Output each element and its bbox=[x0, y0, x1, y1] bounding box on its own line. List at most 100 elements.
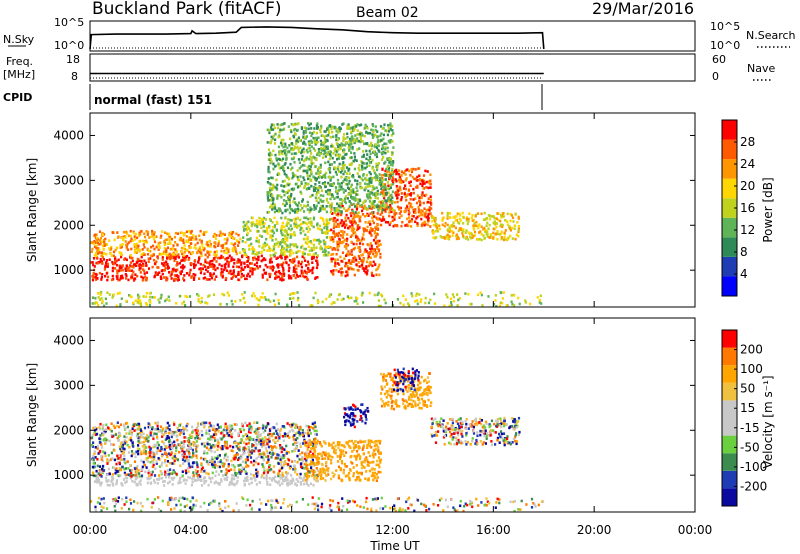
heatmap-cell bbox=[286, 191, 289, 195]
heatmap-cell bbox=[272, 123, 275, 127]
heatmap-cell bbox=[195, 247, 198, 250]
heatmap-cell bbox=[255, 264, 259, 268]
heatmap-cell bbox=[201, 232, 204, 236]
heatmap-cell bbox=[412, 208, 415, 212]
heatmap-cell bbox=[107, 479, 110, 482]
heatmap-cell bbox=[115, 482, 118, 486]
heatmap-cell bbox=[155, 450, 158, 454]
heatmap-cell bbox=[122, 238, 125, 242]
heatmap-cell bbox=[389, 128, 392, 131]
heatmap-cell bbox=[108, 258, 111, 261]
heatmap-cell bbox=[279, 463, 283, 467]
heatmap-cell bbox=[339, 127, 342, 130]
heatmap-cell bbox=[384, 146, 387, 149]
heatmap-cell bbox=[110, 429, 113, 433]
heatmap-cell bbox=[295, 484, 299, 487]
heatmap-cell bbox=[315, 179, 318, 182]
heatmap-cell bbox=[134, 232, 138, 236]
heatmap-cell bbox=[122, 478, 126, 481]
heatmap-cell bbox=[372, 213, 375, 216]
heatmap-cell bbox=[377, 265, 380, 269]
heatmap-cell bbox=[165, 298, 168, 301]
heatmap-cell bbox=[381, 168, 384, 171]
heatmap-cell bbox=[173, 471, 176, 474]
heatmap-cell bbox=[342, 139, 345, 143]
heatmap-cell bbox=[322, 194, 325, 198]
heatmap-cell bbox=[334, 220, 337, 223]
heatmap-cell bbox=[518, 302, 521, 306]
heatmap-cell bbox=[336, 195, 339, 199]
heatmap-cell bbox=[284, 476, 287, 479]
heatmap-cell bbox=[179, 231, 182, 235]
heatmap-cell bbox=[296, 169, 299, 172]
heatmap-cell bbox=[335, 133, 338, 137]
heatmap-cell bbox=[347, 192, 350, 196]
heatmap-cell bbox=[207, 463, 210, 466]
heatmap-cell bbox=[278, 153, 281, 156]
heatmap-cell bbox=[272, 225, 275, 229]
heatmap-cell bbox=[279, 458, 282, 461]
heatmap-cell bbox=[213, 445, 216, 449]
heatmap-cell bbox=[350, 126, 353, 130]
heatmap-cell bbox=[293, 231, 296, 234]
heatmap-cell bbox=[312, 255, 316, 259]
heatmap-cell bbox=[500, 236, 503, 239]
heatmap-cell bbox=[471, 214, 474, 217]
heatmap-cell bbox=[312, 225, 315, 229]
heatmap-cell bbox=[327, 253, 330, 257]
heatmap-cell bbox=[329, 293, 332, 297]
heatmap-cell bbox=[286, 478, 289, 482]
heatmap-cell bbox=[134, 428, 137, 432]
heatmap-cell bbox=[441, 219, 444, 222]
heatmap-cell bbox=[247, 257, 250, 261]
heatmap-cell bbox=[321, 217, 324, 220]
heatmap-cell bbox=[305, 222, 308, 226]
heatmap-cell bbox=[374, 153, 377, 157]
heatmap-cell bbox=[140, 264, 143, 267]
heatmap-cell bbox=[178, 450, 181, 454]
heatmap-cell bbox=[105, 272, 108, 275]
heatmap-cell bbox=[269, 157, 272, 161]
heatmap-cell bbox=[465, 235, 468, 239]
heatmap-cell bbox=[409, 194, 412, 197]
heatmap-cell bbox=[465, 229, 468, 232]
heatmap-cell bbox=[215, 470, 218, 473]
heatmap-cell bbox=[91, 445, 94, 448]
heatmap-cell bbox=[200, 300, 203, 304]
heatmap-cell bbox=[385, 193, 388, 196]
heatmap-cell bbox=[443, 224, 446, 228]
heatmap-cell bbox=[282, 166, 285, 170]
heatmap-cell bbox=[405, 177, 408, 180]
heatmap-cell bbox=[366, 131, 370, 135]
heatmap-cell bbox=[215, 250, 218, 253]
heatmap-cell bbox=[223, 462, 226, 466]
heatmap-cell bbox=[244, 479, 248, 482]
heatmap-cell bbox=[341, 234, 344, 238]
heatmap-cell bbox=[502, 291, 505, 294]
heatmap-cell bbox=[329, 205, 332, 209]
heatmap-cell bbox=[302, 253, 305, 256]
heatmap-cell bbox=[187, 240, 190, 244]
heatmap-cell bbox=[346, 132, 349, 136]
heatmap-cell bbox=[505, 304, 508, 307]
heatmap-cell bbox=[464, 292, 467, 295]
heatmap-cell bbox=[294, 432, 297, 435]
heatmap-cell bbox=[372, 193, 375, 196]
colorbar-swatch bbox=[722, 276, 737, 296]
heatmap-cell bbox=[201, 243, 204, 246]
heatmap-cell bbox=[269, 236, 272, 239]
heatmap-cell bbox=[315, 131, 318, 135]
nave-tick-bottom: 0 bbox=[712, 70, 719, 83]
heatmap-cell bbox=[204, 457, 207, 461]
heatmap-cell bbox=[335, 233, 338, 237]
heatmap-cell bbox=[108, 239, 111, 242]
heatmap-cell bbox=[173, 476, 176, 480]
heatmap-cell bbox=[341, 123, 344, 126]
heatmap-cell bbox=[325, 153, 328, 156]
heatmap-cell bbox=[115, 467, 118, 470]
heatmap-cell bbox=[240, 272, 243, 276]
heatmap-cell bbox=[213, 253, 216, 257]
heatmap-cell bbox=[415, 201, 419, 205]
heatmap-cell bbox=[237, 258, 240, 261]
heatmap-cell bbox=[366, 269, 369, 272]
